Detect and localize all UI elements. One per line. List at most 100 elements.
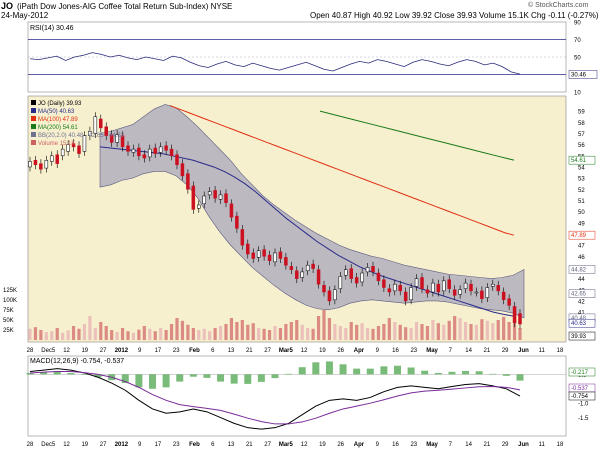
x-tick-label: 27 bbox=[264, 348, 271, 354]
volume-bar bbox=[491, 323, 495, 340]
exchange: NYSE bbox=[210, 2, 233, 11]
price-tick-label: 41 bbox=[578, 311, 585, 317]
x-tick-label: Apr bbox=[354, 442, 365, 448]
volume-bar bbox=[262, 328, 266, 340]
candle-body bbox=[431, 282, 435, 293]
volume-bar bbox=[371, 328, 375, 340]
volume-tick-label: 125K bbox=[3, 288, 17, 294]
rsi-tick-label: 70 bbox=[574, 38, 581, 44]
date-label: 24-May-2012 bbox=[1, 11, 49, 20]
volume-bar bbox=[50, 331, 54, 340]
volume-bar bbox=[77, 328, 81, 340]
x-tick-label: 7 bbox=[449, 442, 453, 448]
x-tick-label: 23 bbox=[173, 442, 180, 448]
macd-value-label: -0.537 bbox=[571, 386, 589, 392]
volume-bar bbox=[164, 330, 168, 340]
volume-bar bbox=[224, 324, 228, 340]
candle-body bbox=[99, 118, 103, 129]
candle-body bbox=[507, 298, 511, 306]
macd-histogram-bar bbox=[121, 374, 129, 384]
volume-bar bbox=[39, 330, 43, 340]
x-tick-label: 26 bbox=[337, 442, 344, 448]
volume-bar bbox=[159, 328, 163, 340]
macd-histogram-bar bbox=[176, 374, 184, 382]
candle-body bbox=[311, 263, 315, 269]
x-tick-label: 23 bbox=[410, 348, 417, 354]
volume-bar bbox=[463, 322, 468, 340]
x-tick-label: 19 bbox=[319, 442, 326, 448]
macd-value-label: -0.754 bbox=[571, 394, 589, 400]
volume-bar bbox=[66, 330, 70, 340]
macd-histogram-bar bbox=[135, 374, 143, 388]
volume-bar bbox=[169, 324, 174, 340]
candle-body bbox=[518, 313, 522, 325]
candle-body bbox=[229, 203, 234, 218]
volume-bar bbox=[365, 328, 370, 340]
macd-tick-label: -1.5 bbox=[578, 416, 589, 422]
candle-body bbox=[164, 145, 168, 151]
volume-bar bbox=[414, 322, 419, 340]
volume-bar bbox=[191, 328, 195, 340]
macd-histogram-bar bbox=[502, 374, 510, 376]
volume-bar bbox=[518, 328, 522, 340]
volume-bar bbox=[180, 320, 185, 340]
volume-bar bbox=[186, 324, 190, 340]
volume-bar bbox=[469, 324, 473, 340]
volume-bar bbox=[44, 332, 48, 340]
x-tick-label: 17 bbox=[155, 442, 162, 448]
x-tick-label: 21 bbox=[484, 442, 491, 448]
watermark: © StockCharts.com bbox=[528, 2, 589, 9]
volume-bar bbox=[409, 328, 413, 340]
x-tick-label: 21 bbox=[484, 348, 491, 354]
x-tick-label: 12 bbox=[63, 348, 70, 354]
price-tick-label: 58 bbox=[578, 121, 585, 127]
volume-bar bbox=[512, 318, 517, 340]
price-tick-label: 56 bbox=[578, 143, 585, 149]
x-tick-label: 12 bbox=[301, 348, 308, 354]
candle-body bbox=[120, 135, 125, 148]
macd-value-box bbox=[568, 367, 596, 377]
macd-histogram-bar bbox=[298, 367, 306, 375]
volume-bar bbox=[376, 326, 381, 340]
macd-signal-line bbox=[29, 371, 521, 425]
candle-body bbox=[469, 283, 473, 292]
candle-body bbox=[344, 269, 348, 276]
legend-label: JO (Daily) 39.93 bbox=[38, 101, 82, 107]
x-tick-label: Mar5 bbox=[279, 348, 294, 354]
candle-body bbox=[387, 288, 392, 293]
x-tick-label: 12 bbox=[301, 442, 308, 448]
rsi-value-label: 30.46 bbox=[571, 73, 587, 79]
volume-bar bbox=[99, 322, 103, 340]
rsi-line bbox=[29, 52, 521, 75]
macd-histogram-bar bbox=[407, 367, 415, 375]
x-tick-label: 9 bbox=[138, 348, 142, 354]
legend-swatch bbox=[31, 100, 36, 105]
volume-bar bbox=[300, 324, 304, 340]
legend-swatch bbox=[31, 132, 36, 137]
volume-bar bbox=[507, 322, 511, 340]
x-tick-label: 9 bbox=[138, 442, 142, 448]
candle-body bbox=[262, 249, 266, 257]
volume-bar bbox=[142, 326, 146, 340]
volume-bar bbox=[148, 328, 152, 340]
volume-bar bbox=[246, 324, 250, 340]
x-tick-label: Mar5 bbox=[279, 442, 294, 448]
x-tick-label: 11 bbox=[539, 348, 546, 354]
x-tick-label: 26 bbox=[337, 348, 344, 354]
x-tick-label: 27 bbox=[100, 442, 107, 448]
ma100-line bbox=[169, 105, 515, 236]
price-value-label: 44.82 bbox=[571, 267, 587, 273]
macd-panel bbox=[27, 355, 567, 437]
volume-bar bbox=[202, 328, 206, 340]
candle-body bbox=[175, 154, 179, 165]
legend-label: MA(100) 47.89 bbox=[38, 117, 78, 123]
macd-histogram-bar bbox=[257, 374, 265, 382]
candle-body bbox=[28, 161, 32, 168]
candle-body bbox=[33, 160, 38, 165]
price-value-label: 40.48 bbox=[571, 316, 587, 322]
volume-bar bbox=[93, 328, 97, 340]
candle-body bbox=[246, 243, 250, 255]
x-tick-label: May bbox=[426, 348, 438, 354]
volume-bar bbox=[218, 326, 223, 340]
volume-bar bbox=[28, 328, 32, 340]
